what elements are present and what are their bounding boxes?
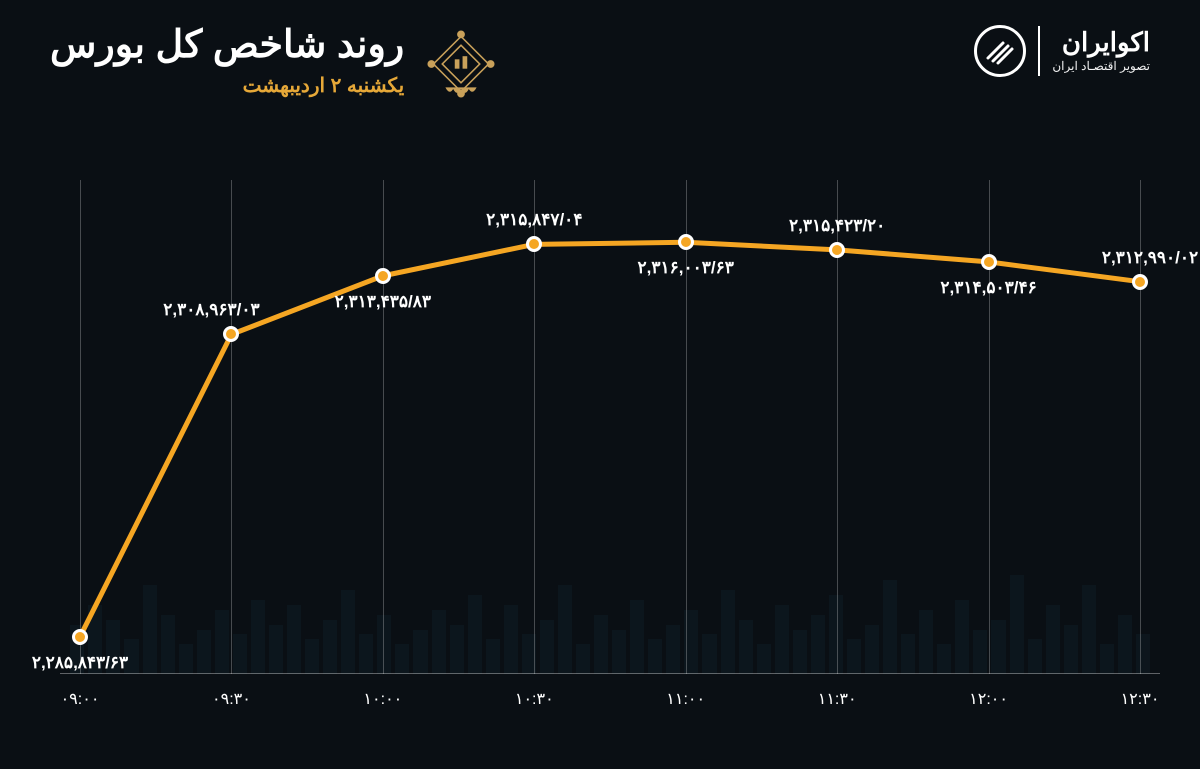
data-point-marker — [981, 254, 997, 270]
x-axis-label: ۱۱:۳۰ — [818, 689, 857, 709]
data-point-label: ۲,۳۱۵,۸۴۷/۰۴ — [486, 210, 582, 230]
data-point-label: ۲,۳۱۳,۴۳۵/۸۳ — [335, 292, 431, 312]
x-axis-label: ۰۹:۳۰ — [212, 689, 251, 709]
data-point-label: ۲,۲۸۵,۸۴۳/۶۳ — [32, 653, 128, 673]
title-block: روند شاخص کل بورس یکشنبه ۲ اردیبهشت — [50, 25, 500, 103]
data-point-marker — [829, 242, 845, 258]
brand-name: اکوایران — [1052, 29, 1150, 55]
brand-divider — [1038, 26, 1040, 76]
data-point-marker — [1132, 274, 1148, 290]
x-axis-label: ۱۱:۰۰ — [666, 689, 705, 709]
exchange-emblem-icon — [422, 25, 500, 103]
header: اکوایران تصویر اقتصـاد ایران روند شاخص ک… — [0, 0, 1200, 113]
brand-block: اکوایران تصویر اقتصـاد ایران — [974, 25, 1150, 77]
data-point-marker — [223, 326, 239, 342]
x-axis-label: ۱۲:۰۰ — [969, 689, 1008, 709]
x-axis-label: ۱۲:۳۰ — [1121, 689, 1160, 709]
data-point-marker — [678, 234, 694, 250]
data-point-marker — [526, 236, 542, 252]
chart-title: روند شاخص کل بورس — [50, 25, 404, 67]
data-point-label: ۲,۳۱۶,۰۰۳/۶۳ — [638, 258, 734, 278]
data-point-label: ۲,۳۱۴,۵۰۳/۴۶ — [940, 278, 1036, 298]
data-point-marker — [72, 629, 88, 645]
data-point-marker — [375, 268, 391, 284]
x-axis-label: ۱۰:۰۰ — [363, 689, 402, 709]
brand-logo-icon — [974, 25, 1026, 77]
data-point-label: ۲,۳۱۲,۹۹۰/۰۲ — [1102, 248, 1198, 268]
data-point-label: ۲,۳۱۵,۴۲۳/۲۰ — [789, 216, 885, 236]
data-point-label: ۲,۳۰۸,۹۶۳/۰۳ — [163, 300, 259, 320]
chart-subtitle: یکشنبه ۲ اردیبهشت — [50, 73, 404, 98]
brand-tagline: تصویر اقتصـاد ایران — [1052, 59, 1150, 73]
x-axis-label: ۰۹:۰۰ — [61, 689, 100, 709]
chart-area: ۲,۲۸۵,۸۴۳/۶۳۲,۳۰۸,۹۶۳/۰۳۲,۳۱۳,۴۳۵/۸۳۲,۳۱… — [60, 180, 1160, 709]
x-axis-label: ۱۰:۳۰ — [515, 689, 554, 709]
